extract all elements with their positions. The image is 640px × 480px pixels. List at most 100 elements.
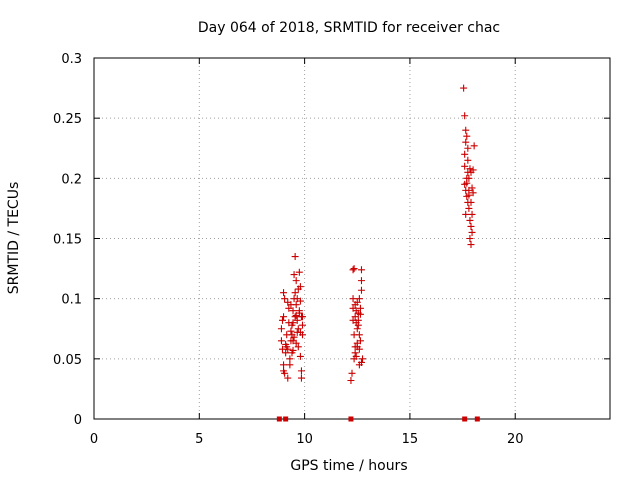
data-point (292, 301, 300, 309)
data-point (466, 216, 474, 224)
data-point (295, 307, 303, 315)
data-point (286, 355, 294, 363)
data-point (294, 343, 302, 351)
data-point (356, 304, 364, 312)
data-point (286, 361, 294, 369)
data-point (289, 319, 297, 327)
data-point (292, 339, 300, 347)
plot-frame (93, 57, 611, 420)
data-point (468, 210, 476, 218)
data-point (291, 289, 299, 297)
data-point (351, 349, 359, 357)
axis-ticks: 0 0.05 0.1 0.15 0.2 0.25 0.3 0 5 10 15 20 (53, 52, 610, 447)
data-point (289, 346, 297, 354)
data-point (293, 316, 301, 324)
data-point (467, 241, 475, 249)
data-point (464, 144, 472, 152)
data-point (357, 358, 365, 366)
y-tick-label: 0.1 (61, 293, 82, 308)
zero-marker (462, 416, 468, 422)
data-point (350, 265, 358, 273)
data-point (356, 337, 364, 345)
y-tick-label: 0 (74, 413, 82, 428)
data-point (465, 204, 473, 212)
data-point (467, 222, 475, 230)
data-point (463, 132, 471, 140)
data-point (464, 156, 472, 164)
data-point (348, 369, 356, 377)
data-point (462, 210, 470, 218)
x-tick-label: 15 (402, 432, 419, 447)
data-point (462, 126, 470, 134)
data-point (356, 310, 364, 318)
data-point (462, 138, 470, 146)
data-point (291, 313, 299, 321)
data-point (280, 361, 288, 369)
data-point (351, 313, 359, 321)
data-point (290, 333, 298, 341)
y-tick-label: 0.2 (61, 172, 82, 187)
data-point (352, 352, 360, 360)
data-point (465, 191, 473, 199)
data-point (277, 325, 285, 333)
data-point (468, 228, 476, 236)
data-point (284, 345, 292, 353)
data-point (359, 355, 367, 363)
data-point (467, 198, 475, 206)
data-point (349, 266, 357, 274)
data-point (353, 325, 361, 333)
data-points (276, 84, 480, 422)
data-point (297, 313, 305, 321)
y-tick-label: 0.25 (53, 112, 82, 127)
data-point (354, 321, 362, 329)
x-tick-label: 20 (507, 432, 524, 447)
zero-marker (276, 416, 282, 422)
y-tick-label: 0.15 (53, 233, 82, 248)
zero-marker (348, 416, 354, 422)
data-point (357, 266, 365, 274)
data-point (461, 150, 469, 158)
x-tick-label: 5 (195, 432, 203, 447)
data-point (468, 184, 476, 192)
data-point (280, 313, 288, 321)
data-point (469, 189, 477, 197)
data-point (281, 295, 289, 303)
data-point (296, 297, 304, 305)
data-point (466, 165, 474, 173)
data-point (357, 277, 365, 285)
data-point (277, 337, 285, 345)
data-point (463, 179, 471, 187)
data-point (353, 298, 361, 306)
data-point (294, 285, 302, 293)
data-point (297, 374, 305, 382)
data-point (470, 142, 478, 150)
data-point (282, 349, 290, 357)
y-axis-label: SRMTID / TECUs (6, 182, 22, 295)
data-point (289, 307, 297, 315)
data-point (278, 316, 286, 324)
data-point (349, 295, 357, 303)
data-point (461, 112, 469, 120)
data-point (280, 289, 288, 297)
chart-title: Day 064 of 2018, SRMTID for receiver cha… (198, 20, 500, 36)
data-point (466, 235, 474, 242)
data-point (285, 304, 293, 312)
data-point (294, 325, 302, 333)
zero-marker (474, 416, 480, 422)
zero-marker (283, 416, 289, 422)
y-tick-label: 0.05 (53, 353, 82, 368)
data-point (295, 268, 303, 276)
data-point (355, 345, 363, 353)
data-point (292, 277, 300, 285)
data-point (287, 327, 295, 335)
data-point (349, 316, 357, 324)
data-point (296, 352, 304, 360)
data-point (291, 253, 299, 261)
x-tick-label: 0 (90, 432, 98, 447)
data-point (284, 374, 292, 382)
data-point (290, 271, 298, 279)
data-point (296, 328, 304, 336)
data-point (467, 168, 475, 176)
data-point (299, 321, 307, 329)
